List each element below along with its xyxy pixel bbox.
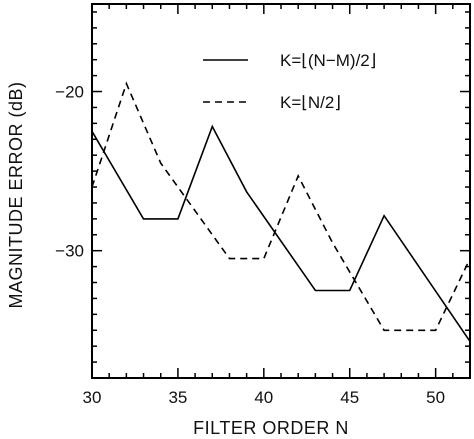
- x-tick-label: 30: [83, 388, 102, 407]
- x-axis-title: FILTER ORDER N: [193, 418, 349, 438]
- y-axis-title: MAGNITUDE ERROR (dB): [6, 81, 26, 308]
- x-tick-label: 40: [254, 388, 273, 407]
- y-tick-label: −20: [55, 83, 84, 102]
- x-tick-label: 45: [340, 388, 359, 407]
- legend: K=⌊(N−M)/2⌋ K=⌊N/2⌋: [203, 51, 376, 112]
- legend-label-2: K=⌊N/2⌋: [280, 93, 341, 112]
- legend-label-1: K=⌊(N−M)/2⌋: [280, 51, 376, 70]
- series-line-2: [91, 81, 471, 332]
- x-tick-label: 35: [168, 388, 187, 407]
- series-line-1: [91, 124, 471, 342]
- y-tick-label: −30: [55, 242, 84, 261]
- x-tick-label: 50: [426, 388, 445, 407]
